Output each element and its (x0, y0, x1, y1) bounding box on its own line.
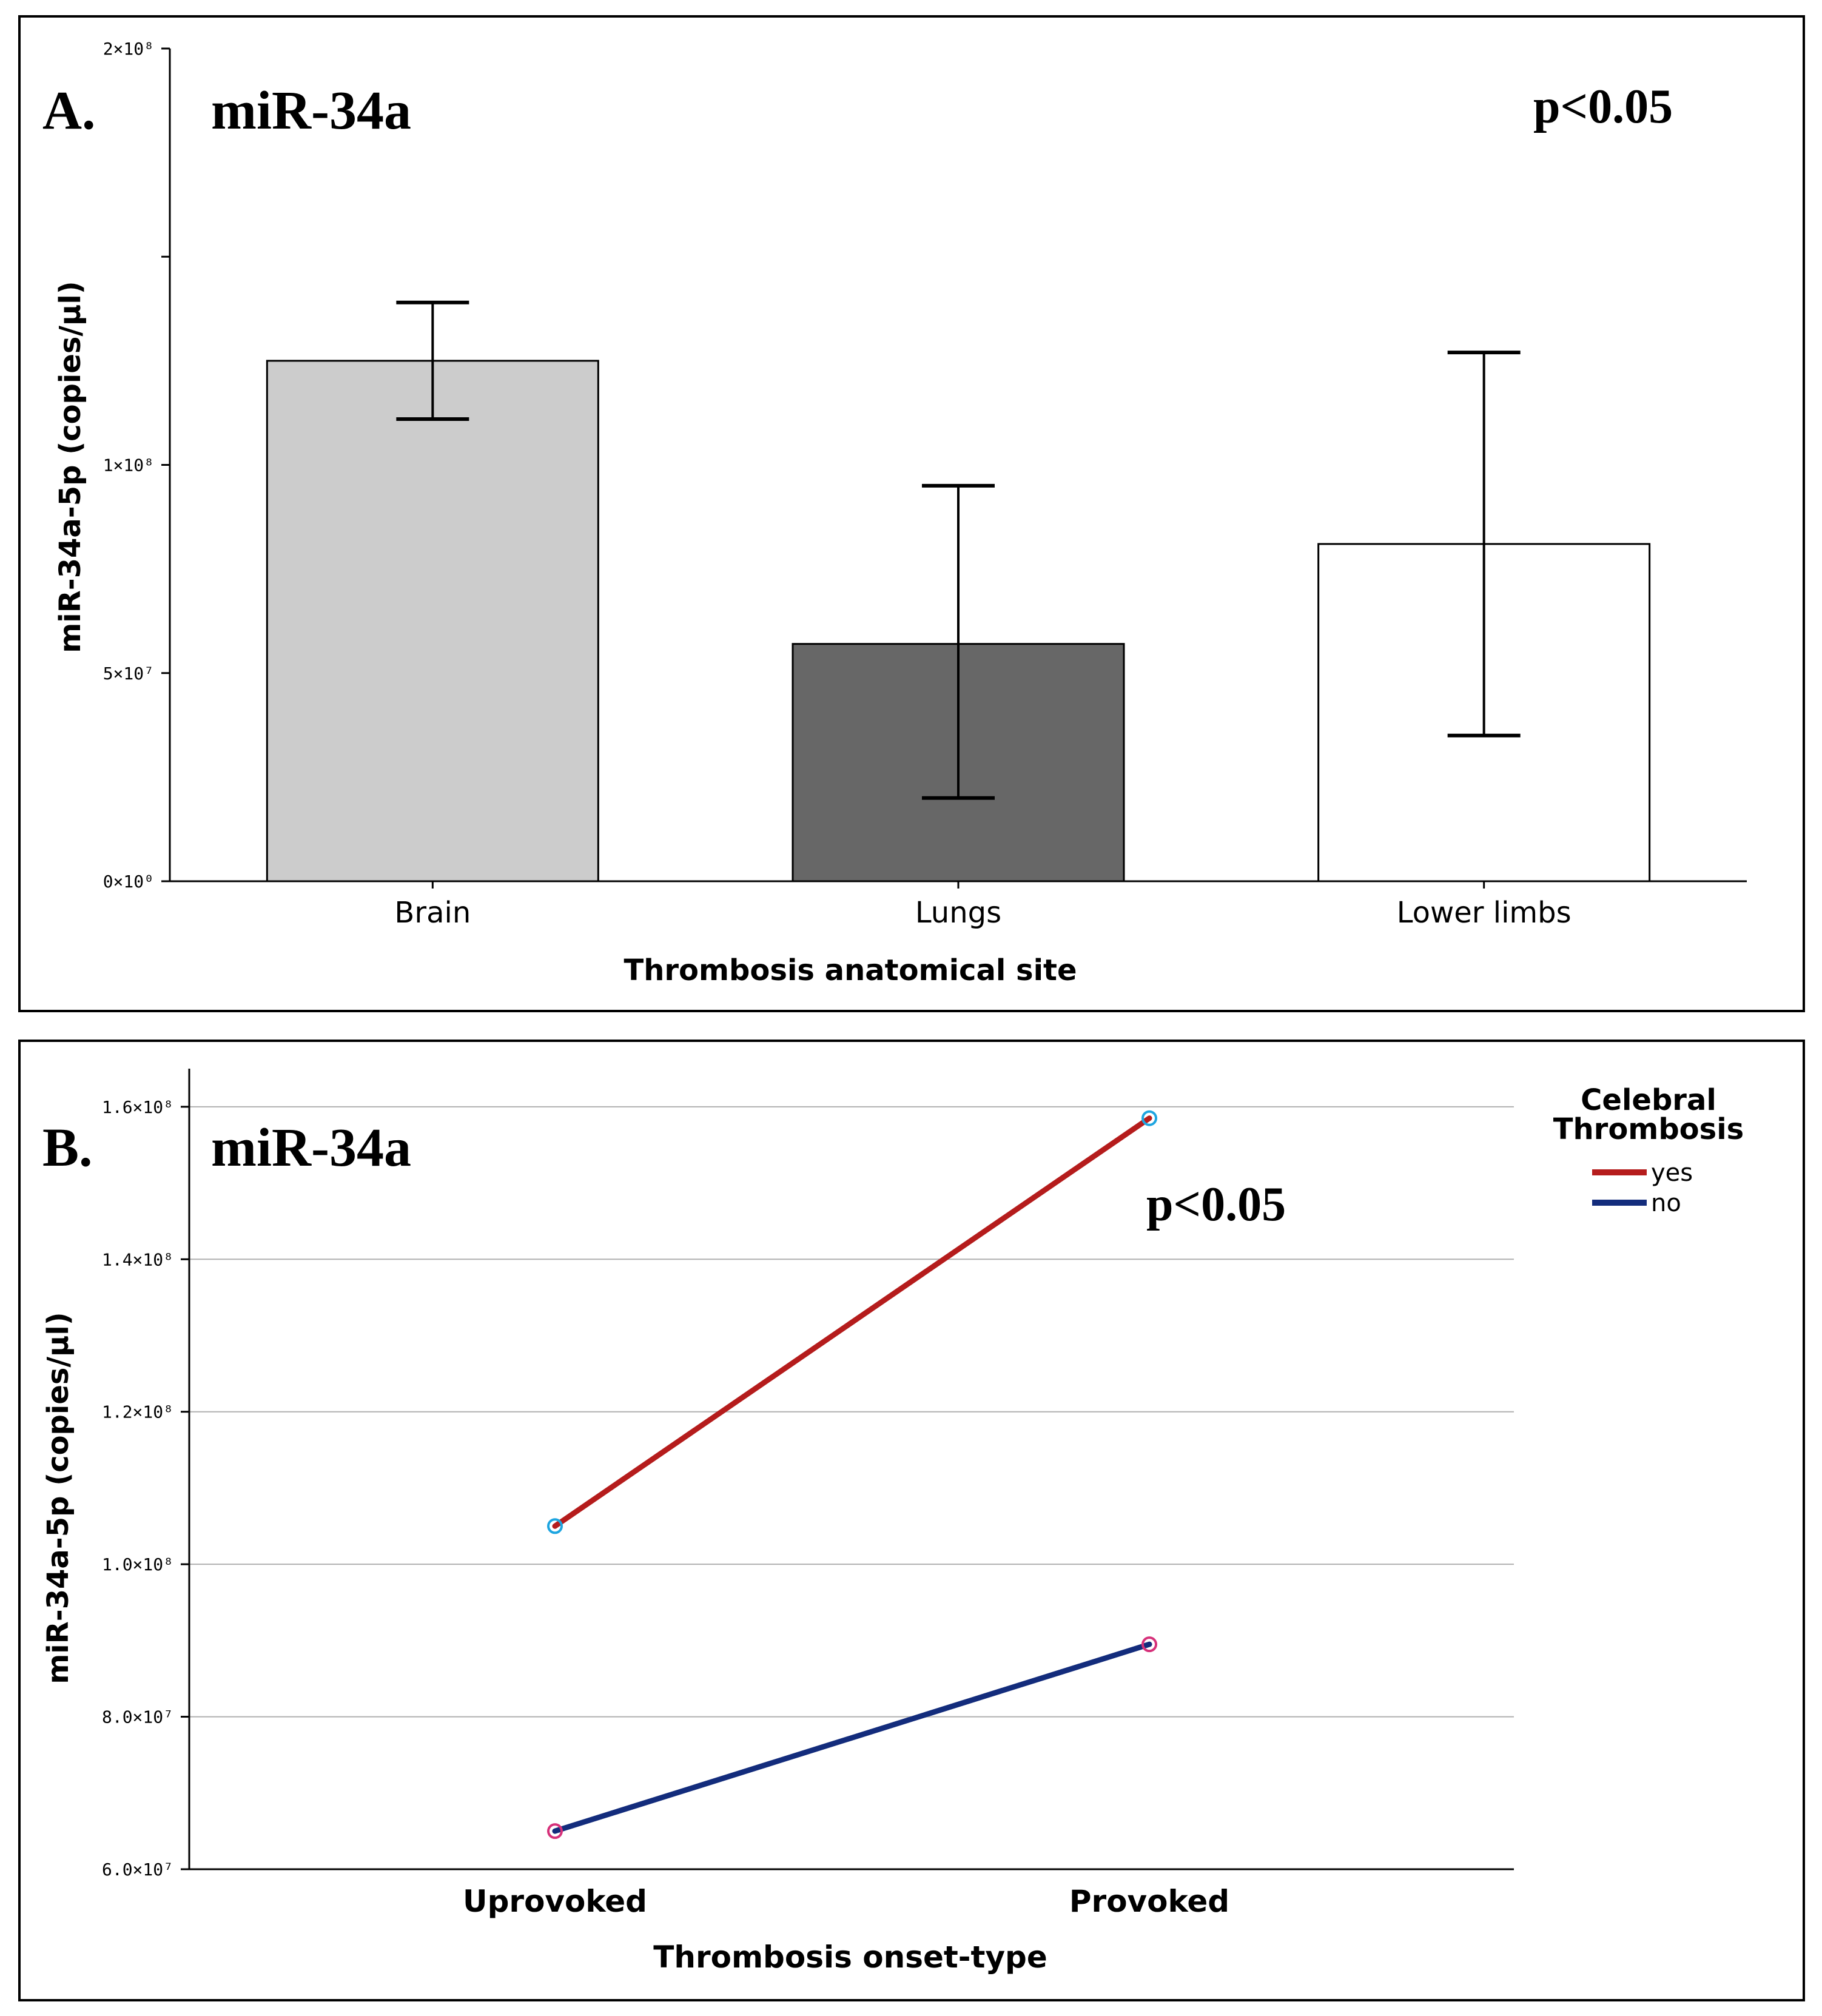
panel-b-y-tick-label: 1.6×10⁸ (102, 1097, 173, 1117)
point-yes-provoked (1141, 1110, 1157, 1126)
panel-b-y-tick-label: 1.0×10⁸ (102, 1554, 173, 1574)
panel-a: A. miR-34a p<0.05 miR-34a-5p (copies/µl)… (18, 15, 1805, 1012)
panel-b-series (547, 1110, 1157, 1840)
panel-a-y-ticks: 0×10⁰ 5×10⁷ 1×10⁸ 2×10⁸ (103, 39, 170, 892)
panel-a-x-ticks: Brain Lungs Lower limbs (394, 881, 1572, 930)
x-tick-label-provoked: Provoked (1069, 1884, 1229, 1919)
panel-b-x-axis-label: Thrombosis onset-type (653, 1940, 1047, 1975)
panel-b-label: B. (42, 1118, 93, 1178)
bar-brain (266, 360, 599, 882)
point-no-provoked (1141, 1636, 1157, 1653)
legend-item-yes: yes (1592, 1159, 1693, 1187)
panel-a-error-bars (396, 300, 1521, 800)
panel-a-frame (18, 15, 1805, 1012)
panel-b-x-ticks: Uprovoked Provoked (463, 1884, 1229, 1919)
series-yes (547, 1110, 1157, 1534)
panel-a-label: A. (42, 81, 96, 141)
error-bar-lungs (922, 483, 995, 800)
panel-b-title: miR-34a (211, 1118, 411, 1178)
legend-label-yes: yes (1651, 1159, 1693, 1187)
panel-b-y-tick-label: 8.0×10⁷ (102, 1707, 173, 1727)
panel-a-y-axis-label: miR-34a-5p (copies/µl) (53, 281, 87, 653)
panel-a-annotation: p<0.05 (1533, 80, 1673, 133)
legend-title-line-1: Celebral (1581, 1083, 1716, 1117)
legend-title-line-2: Thrombosis (1553, 1112, 1744, 1146)
legend-item-no: no (1592, 1189, 1681, 1217)
panel-b-y-ticks: 6.0×10⁷ 8.0×10⁷ 1.0×10⁸ 1.2×10⁸ 1.4×10⁸ 1.6×1… (102, 1097, 189, 1880)
series-no (547, 1636, 1157, 1840)
panel-b-y-axis-label: miR-34a-5p (copies/µl) (41, 1312, 75, 1684)
line-yes (552, 1115, 1152, 1529)
x-tick-label-uprovoked: Uprovoked (463, 1884, 647, 1919)
panel-b: B. miR-34a p<0.05 miR-34a-5p (copies/µl)… (18, 1040, 1805, 2001)
panel-a-title: miR-34a (211, 81, 411, 141)
x-tick-label-brain: Brain (394, 896, 471, 930)
legend: Celebral Thrombosis yes no (1553, 1083, 1744, 1217)
panel-a-x-axis-label: Thrombosis anatomical site (624, 953, 1077, 987)
panel-a-y-tick-label: 1×10⁸ (103, 455, 154, 475)
panel-b-y-tick-label: 6.0×10⁷ (102, 1860, 173, 1880)
panel-b-annotation: p<0.05 (1146, 1178, 1286, 1231)
panel-b-y-tick-label: 1.4×10⁸ (102, 1249, 173, 1269)
legend-label-no: no (1651, 1189, 1681, 1217)
error-bar-lower-limbs (1447, 351, 1521, 738)
panel-a-y-tick-label: 5×10⁷ (103, 664, 154, 684)
error-bar-brain (396, 300, 469, 421)
panel-b-frame (18, 1040, 1805, 2001)
point-no-uprovoked (547, 1823, 563, 1840)
panel-a-y-tick-label: 2×10⁸ (103, 39, 154, 59)
panel-b-y-tick-label: 1.2×10⁸ (102, 1402, 173, 1422)
x-tick-label-lungs: Lungs (915, 896, 1001, 930)
x-tick-label-lower-limbs: Lower limbs (1397, 896, 1572, 930)
line-no (552, 1641, 1152, 1834)
point-yes-uprovoked (547, 1518, 563, 1534)
panel-a-y-tick-label: 0×10⁰ (103, 872, 154, 892)
